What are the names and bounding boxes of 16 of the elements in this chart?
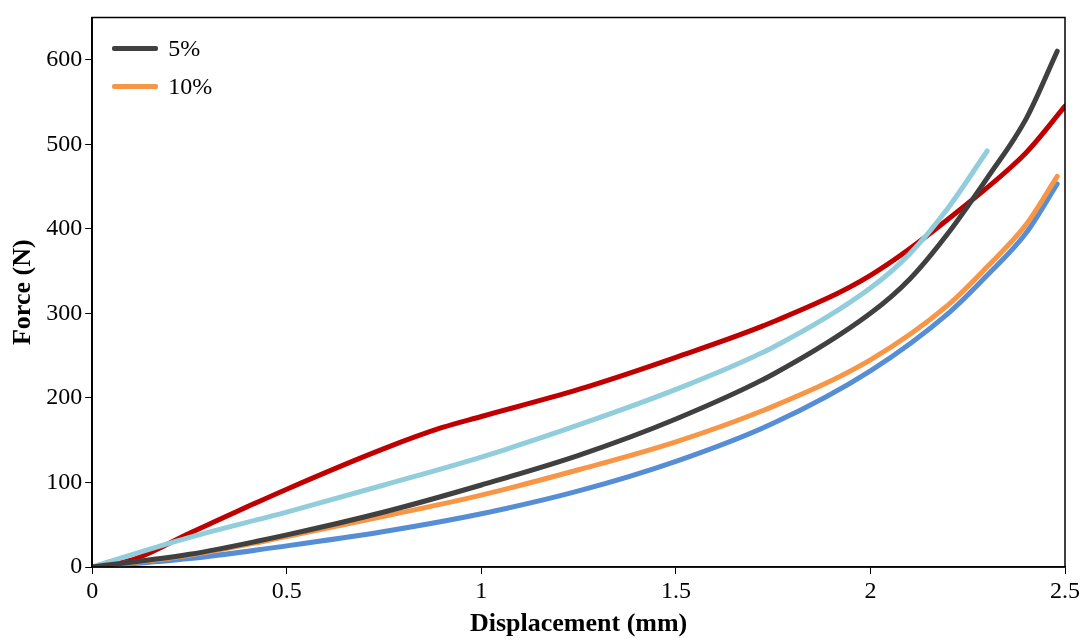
legend-label: 10% [168,72,213,100]
x-axis-title: Displacement (mm) [469,608,688,638]
x-tick-label: 1 [475,576,488,603]
x-tick-label: 0.5 [271,576,302,603]
y-tick-label: 300 [46,298,83,325]
y-tick-label: 200 [46,383,83,410]
y-tick-label: 400 [46,214,83,241]
y-tick-label: 600 [46,44,83,71]
y-axis-title: Force (N) [7,239,37,346]
y-tick-label: 0 [70,552,83,579]
y-tick-label: 100 [46,467,83,494]
legend-label: 5% [168,34,201,62]
x-tick-label: 2.5 [1050,576,1080,603]
x-tick-label: 1.5 [660,576,691,603]
y-tick-label: 500 [46,129,83,156]
x-tick-label: 2 [864,576,877,603]
